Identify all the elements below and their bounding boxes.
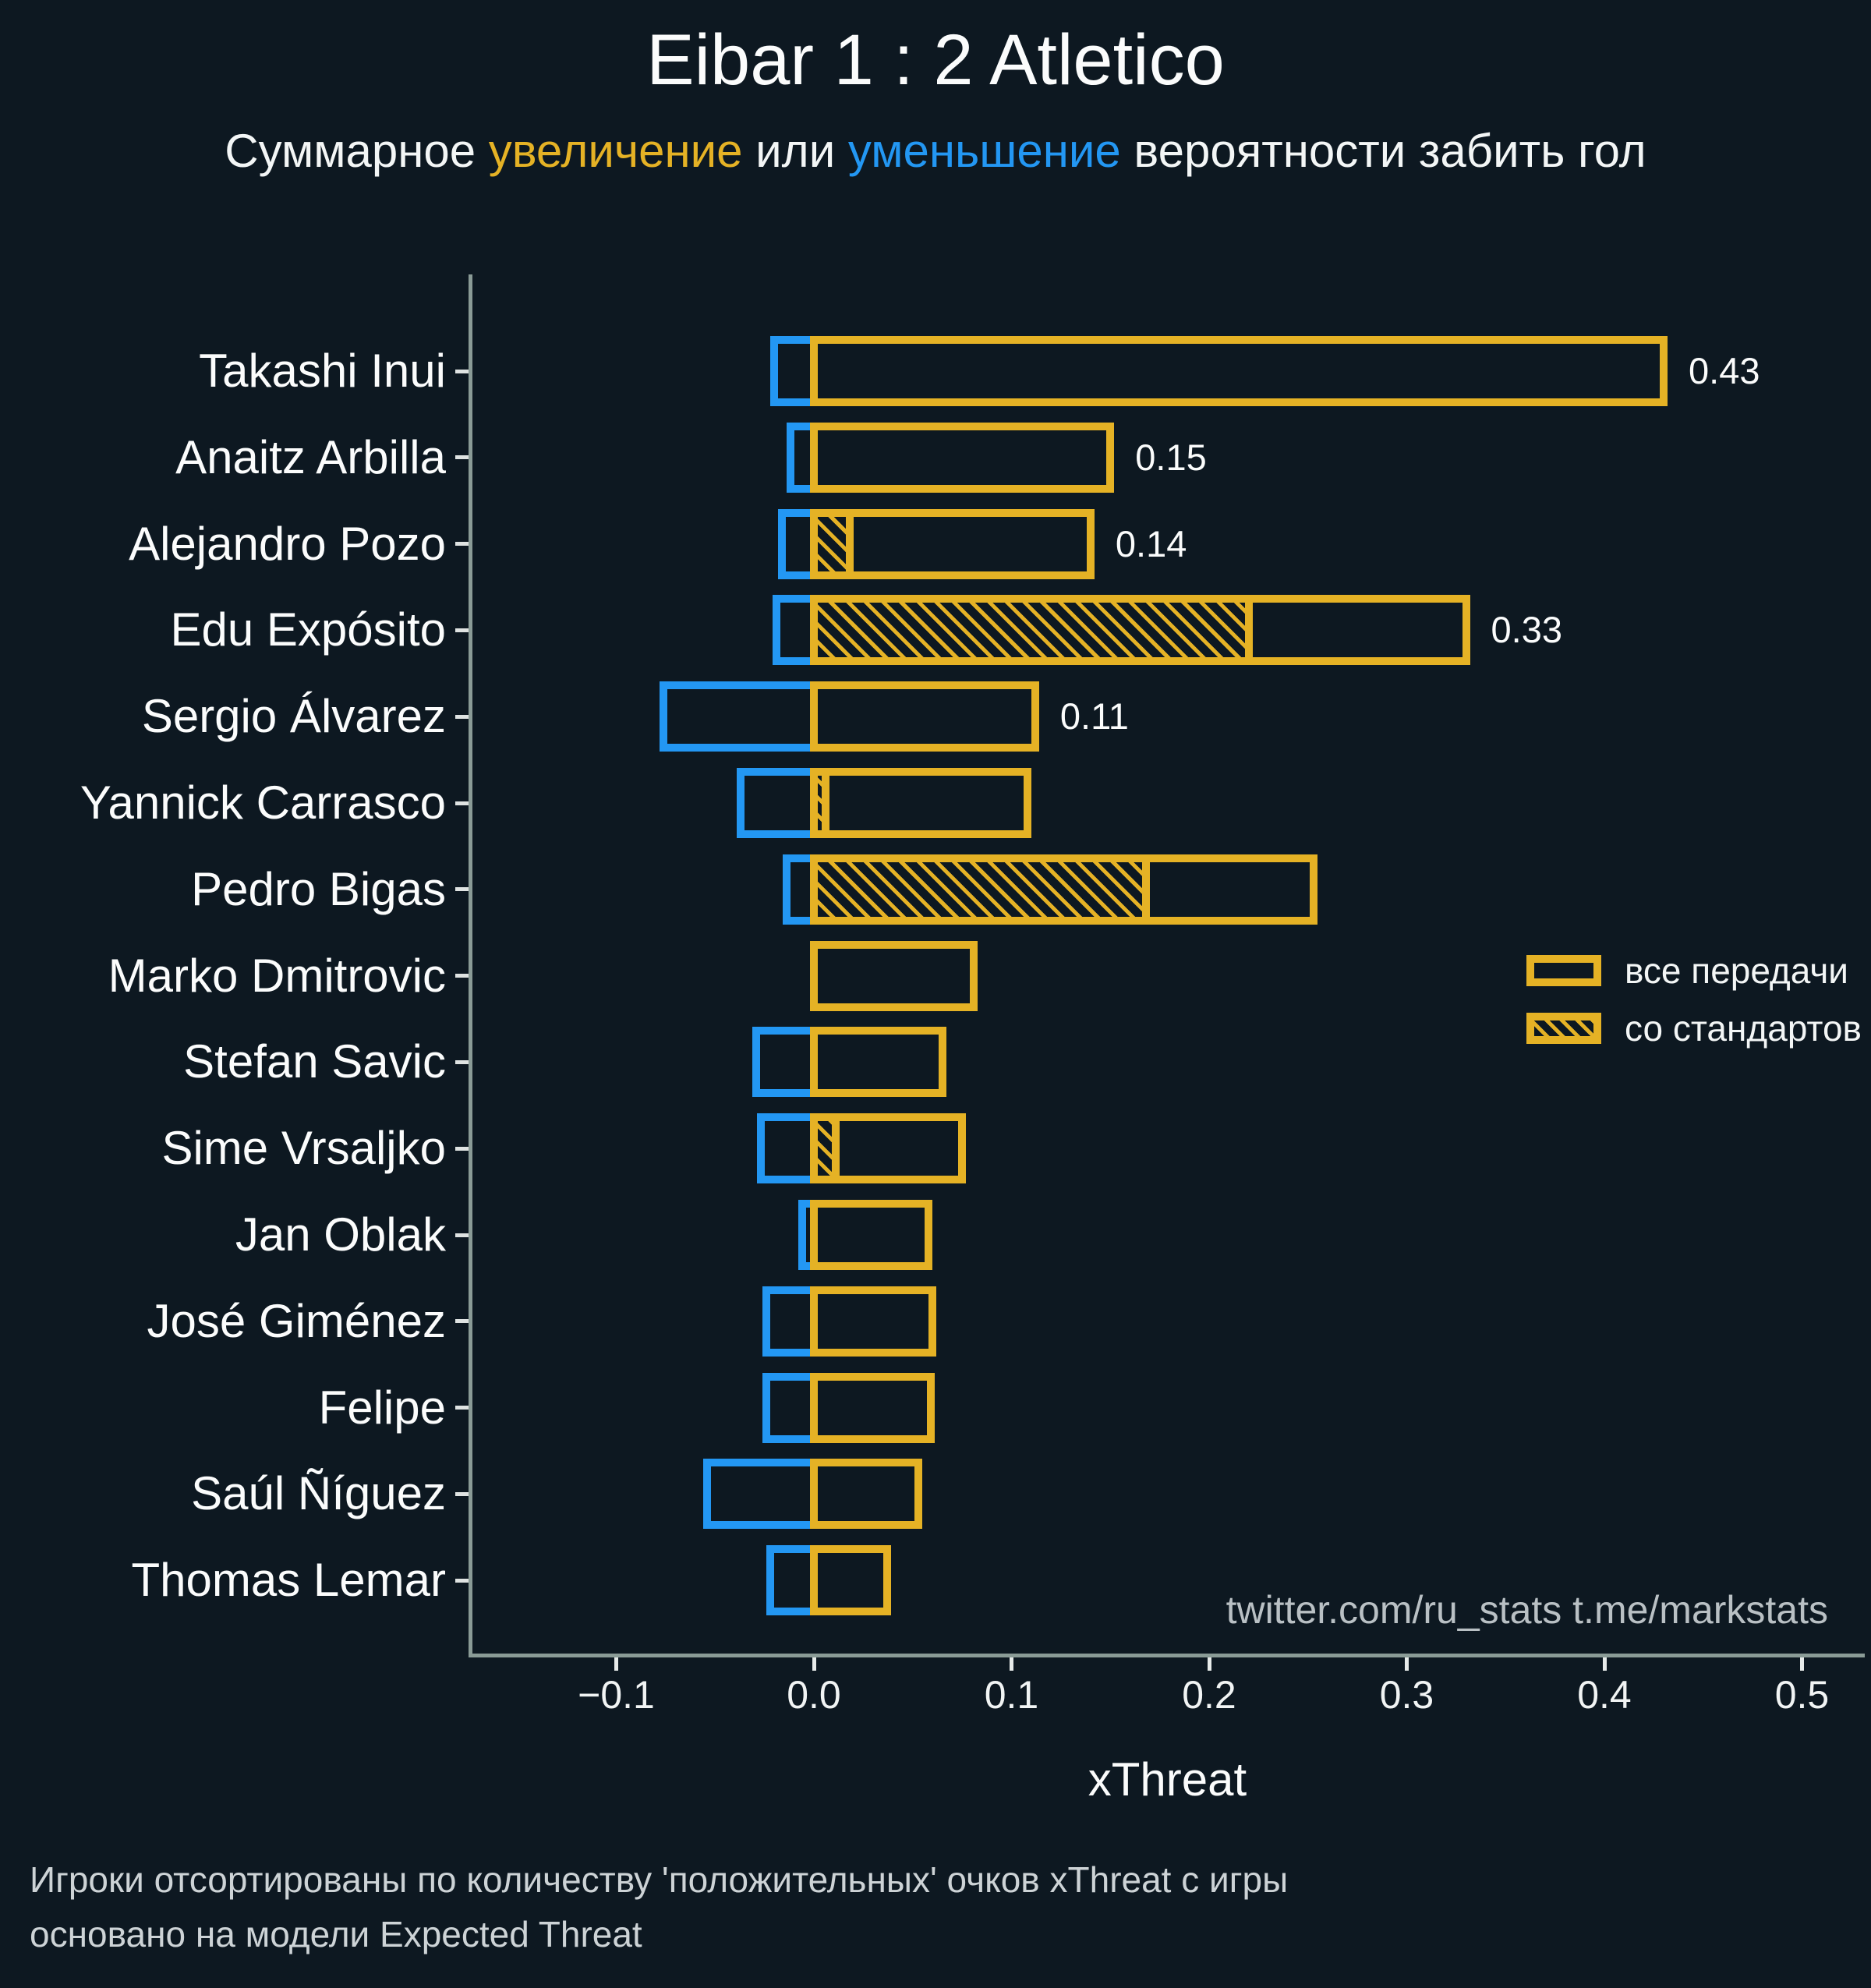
bar-set-pieces (810, 854, 1150, 925)
player-label: Takashi Inui (199, 345, 446, 397)
legend-swatch-set-pieces-icon (1526, 1013, 1601, 1044)
x-tick (1405, 1657, 1409, 1671)
bar-decrease (756, 1113, 818, 1184)
x-axis-title: xThreat (1088, 1753, 1247, 1806)
x-tick (1800, 1657, 1804, 1671)
legend-label-all-passes: все передачи (1625, 950, 1849, 991)
bar-value-label: 0.11 (1059, 695, 1129, 738)
bar-increase (810, 681, 1039, 752)
y-tick (455, 1491, 469, 1496)
bar-increase (810, 336, 1668, 406)
bar-increase (810, 940, 978, 1011)
bar-decrease (752, 1027, 818, 1098)
subtitle-part-4: вероятности забить гол (1120, 125, 1646, 177)
subtitle-part-1: увеличение (488, 125, 743, 177)
y-tick (455, 1578, 469, 1583)
player-label: Thomas Lemar (131, 1554, 446, 1607)
bar-increase (810, 1027, 946, 1098)
y-tick (455, 974, 469, 978)
legend-item-set-pieces: со стандартов (1526, 1007, 1862, 1049)
x-tick-label: 0.1 (984, 1673, 1039, 1717)
x-tick (1602, 1657, 1607, 1671)
x-tick-label: 0.0 (787, 1673, 841, 1717)
chart-subtitle: Суммарное увеличение или уменьшение веро… (0, 119, 1871, 184)
footnote-line-1: Игроки отсортированы по количеству 'поло… (30, 1859, 1289, 1900)
player-label: Anaitz Arbilla (175, 430, 446, 483)
y-tick (455, 1059, 469, 1064)
bar-set-pieces (810, 1113, 840, 1184)
y-tick (455, 1406, 469, 1410)
bar-increase (810, 1286, 937, 1357)
y-tick (455, 714, 469, 719)
legend: все передачи со стандартов (1526, 950, 1862, 1065)
bar-increase (810, 768, 1031, 838)
x-tick (812, 1657, 816, 1671)
y-tick (455, 455, 469, 460)
y-tick (455, 801, 469, 805)
x-tick-label: 0.3 (1379, 1673, 1434, 1717)
x-tick-label: 0.4 (1577, 1673, 1632, 1717)
player-label: Pedro Bigas (191, 862, 446, 915)
x-tick (1207, 1657, 1211, 1671)
subtitle-part-2: или (742, 125, 848, 177)
player-label: Saúl Ñíguez (191, 1467, 446, 1520)
player-label: José Giménez (147, 1294, 447, 1347)
player-label: Stefan Savic (183, 1035, 446, 1088)
y-tick (455, 887, 469, 892)
player-label: Yannick Carrasco (80, 776, 446, 829)
legend-item-all-passes: все передачи (1526, 950, 1862, 992)
y-tick (455, 628, 469, 632)
player-label: Jan Oblak (235, 1208, 446, 1261)
y-tick (455, 542, 469, 547)
bar-increase (810, 1545, 891, 1616)
y-axis-spine (469, 274, 472, 1657)
bar-decrease (737, 768, 818, 838)
bar-increase (810, 1459, 923, 1530)
x-tick-label: 0.2 (1182, 1673, 1236, 1717)
bar-set-pieces (810, 595, 1253, 666)
plot-area: 0.43 0.15 0.14 0.33 0.11 (470, 274, 1865, 1654)
bar-value-label: 0.33 (1491, 609, 1563, 651)
bar-value-label: 0.43 (1689, 350, 1760, 391)
x-tick-label: −0.1 (578, 1673, 655, 1717)
bar-increase (810, 422, 1115, 493)
y-tick (455, 1146, 469, 1151)
legend-label-set-pieces: со стандартов (1625, 1008, 1862, 1049)
bar-decrease (703, 1459, 818, 1530)
x-axis-spine (469, 1654, 1865, 1657)
bar-set-pieces (810, 508, 854, 579)
x-tick (1010, 1657, 1013, 1671)
subtitle-part-0: Суммарное (225, 125, 489, 177)
player-label: Edu Expósito (170, 603, 446, 656)
bar-increase (810, 1200, 933, 1270)
watermark: twitter.com/ru_stats t.me/markstats (1226, 1588, 1828, 1632)
legend-swatch-all-passes-icon (1526, 955, 1601, 986)
y-tick (455, 1233, 469, 1237)
player-label: Sime Vrsaljko (161, 1122, 446, 1175)
y-tick (455, 1319, 469, 1324)
x-tick (614, 1657, 618, 1671)
player-label: Sergio Álvarez (141, 690, 446, 743)
bar-value-label: 0.14 (1115, 522, 1187, 564)
x-tick-label: 0.5 (1774, 1673, 1830, 1717)
chart-title: Eibar 1 : 2 Atletico (646, 20, 1225, 100)
subtitle-part-3: уменьшение (847, 125, 1121, 177)
y-tick (455, 369, 469, 373)
bar-decrease (660, 681, 818, 752)
player-label: Marko Dmitrovic (108, 949, 446, 1002)
bar-increase (810, 1372, 935, 1443)
player-label: Alejandro Pozo (129, 517, 446, 570)
bar-value-label: 0.15 (1135, 436, 1207, 478)
player-label: Felipe (318, 1381, 446, 1434)
footnote-line-2: основано на модели Expected Threat (30, 1914, 642, 1954)
bar-set-pieces (810, 768, 830, 838)
